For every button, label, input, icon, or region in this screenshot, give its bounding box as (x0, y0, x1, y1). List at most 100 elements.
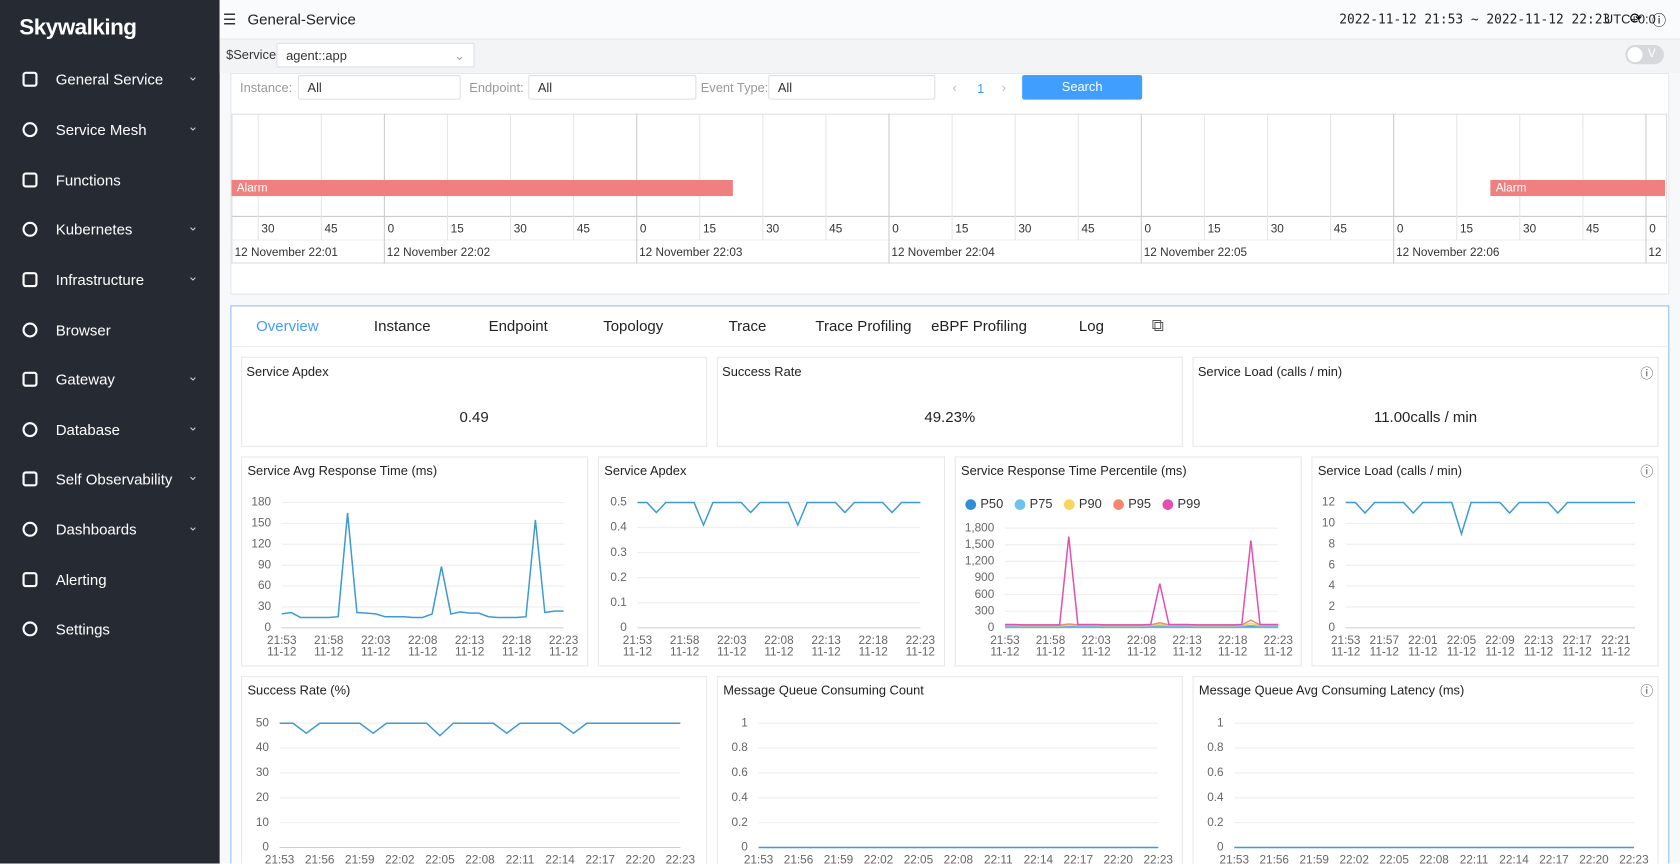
prev-page[interactable]: ‹ (952, 80, 957, 96)
chevron[interactable]: ⌄ (187, 218, 199, 234)
toggle[interactable]: V (1625, 45, 1664, 65)
menu-icon (22, 572, 38, 588)
y-tick-label: 0 (265, 621, 272, 634)
menu-item[interactable]: Settings (55, 620, 110, 638)
tab[interactable]: Topology (603, 317, 664, 335)
info-icon[interactable]: ⓘ (1640, 684, 1653, 699)
x-tick-label: 22:21 (1601, 634, 1630, 647)
x-tick-date: 11-12 (502, 646, 531, 659)
x-tick-label: 22:13 (811, 634, 841, 647)
x-tick-date: 11-12 (314, 646, 343, 659)
y-tick-label: 4 (1328, 579, 1335, 592)
menu-toggle[interactable]: ☰ (222, 10, 237, 28)
x-tick-label: 22:08 (1127, 634, 1157, 647)
menu-item[interactable]: Self Observability (55, 470, 173, 488)
x-tick-label: 21:58 (670, 634, 700, 647)
menu-item[interactable]: Browser (55, 321, 111, 339)
card-title: Service Apdex (246, 364, 329, 380)
chevron[interactable]: ⌄ (187, 68, 199, 84)
menu-item[interactable]: General Service (55, 70, 164, 88)
tab[interactable]: Overview (256, 317, 319, 335)
time-range[interactable]: 2022-11-12 21:53 ~ 2022-11-12 22:23 (1339, 11, 1611, 27)
chart-card: Service Response Time Percentile (ms) 0 30… (954, 456, 1302, 667)
menu-item[interactable]: Gateway (55, 370, 115, 388)
sidebar: Skywalking General Service ⌄ Service Mesh ⌄… (0, 0, 220, 864)
y-tick-label: 10 (1322, 517, 1336, 530)
x-tick-label: 22:18 (502, 634, 532, 647)
chart-title: Service Avg Response Time (ms) (248, 463, 438, 478)
alarm-bar (1490, 180, 1666, 197)
service-select[interactable]: agent::app ⌄ (276, 42, 475, 68)
refresh-icon[interactable]: ⟳ (1629, 9, 1643, 27)
copy-icon[interactable]: ⧉ (1151, 317, 1165, 336)
menu-item[interactable]: Dashboards (55, 520, 137, 538)
x-tick-date: 11-12 (1081, 646, 1110, 659)
next-page[interactable]: › (1001, 80, 1007, 96)
y-tick-label: 180 (251, 496, 271, 509)
menu-item[interactable]: Service Mesh (55, 121, 147, 139)
timeline-minor-label: 30 (1271, 222, 1285, 235)
y-tick-label: 0.1 (610, 596, 626, 609)
x-tick-label: 22:23 (1143, 853, 1173, 863)
chevron[interactable]: ⌄ (187, 268, 199, 284)
timeline-minor-label: 15 (703, 222, 717, 235)
x-tick-label: 22:14 (1024, 853, 1054, 863)
x-tick-label: 22:11 (1460, 853, 1489, 863)
x-tick-label: 22:18 (1218, 634, 1248, 647)
chevron[interactable]: ⌄ (187, 468, 199, 484)
timeline-major-label: 12 November 22:03 (639, 246, 743, 259)
menu-icon (22, 471, 38, 487)
menu-item[interactable]: Kubernetes (55, 220, 133, 238)
chart-card: Service Avg Response Time (ms) 0 30 60 90 120… (241, 456, 589, 667)
logo[interactable]: Skywalking (19, 15, 137, 40)
menu-item[interactable]: Infrastructure (55, 271, 145, 289)
x-tick-label: 22:03 (1081, 634, 1111, 647)
y-tick-label: 50 (256, 716, 270, 729)
tab[interactable]: Endpoint (488, 317, 548, 335)
x-tick-label: 21:57 (1370, 634, 1399, 647)
x-tick-label: 21:59 (1299, 853, 1328, 863)
tab[interactable]: Log (1078, 317, 1104, 335)
menu-icon (22, 621, 38, 637)
chevron[interactable]: ⌄ (187, 418, 199, 434)
menu-item[interactable]: Alerting (55, 571, 107, 589)
timeline-minor-label: 45 (1586, 222, 1600, 235)
event-type-select[interactable]: All (768, 75, 936, 100)
search-button[interactable]: Search (1022, 75, 1143, 100)
y-tick-label: 900 (975, 571, 995, 584)
info-icon[interactable]: ⓘ (1652, 12, 1667, 29)
tab[interactable]: eBPF Profiling (931, 317, 1027, 335)
x-tick-label: 21:53 (1220, 853, 1250, 863)
endpoint-value: All (537, 80, 553, 96)
x-tick-date: 11-12 (717, 646, 746, 659)
x-tick-date: 11-12 (906, 646, 935, 659)
info-icon[interactable]: ⓘ (1640, 464, 1653, 479)
x-tick-date: 11-12 (764, 646, 793, 659)
stat-card: Success Rate 49.23% (716, 356, 1183, 447)
tab[interactable]: Instance (373, 317, 431, 335)
timeline-minor-label: 30 (1018, 222, 1032, 235)
x-tick-date: 11-12 (1173, 646, 1202, 659)
y-tick-label: 600 (975, 588, 995, 601)
chart-title: Message Queue Consuming Count (723, 682, 924, 697)
chevron[interactable]: ⌄ (187, 118, 199, 134)
menu-item[interactable]: Functions (55, 171, 121, 189)
page-number[interactable]: 1 (977, 81, 985, 97)
chevron[interactable]: ⌄ (187, 368, 199, 384)
menu-item[interactable]: Database (55, 421, 120, 439)
menu-icon (22, 172, 38, 188)
chart-title: Service Response Time Percentile (ms) (961, 463, 1187, 478)
chevron[interactable]: ⌄ (187, 518, 199, 534)
info-icon[interactable]: ⓘ (1640, 366, 1654, 382)
x-tick-label: 21:56 (784, 853, 814, 863)
endpoint-select[interactable]: All (528, 75, 697, 100)
y-tick-label: 1,800 (965, 521, 995, 534)
tab[interactable]: Trace (728, 317, 767, 335)
y-tick-label: 0.4 (731, 791, 748, 804)
x-tick-date: 11-12 (670, 646, 699, 659)
x-tick-label: 21:53 (744, 853, 774, 863)
tab[interactable]: Trace Profiling (815, 317, 912, 335)
instance-select[interactable]: All (297, 75, 461, 100)
